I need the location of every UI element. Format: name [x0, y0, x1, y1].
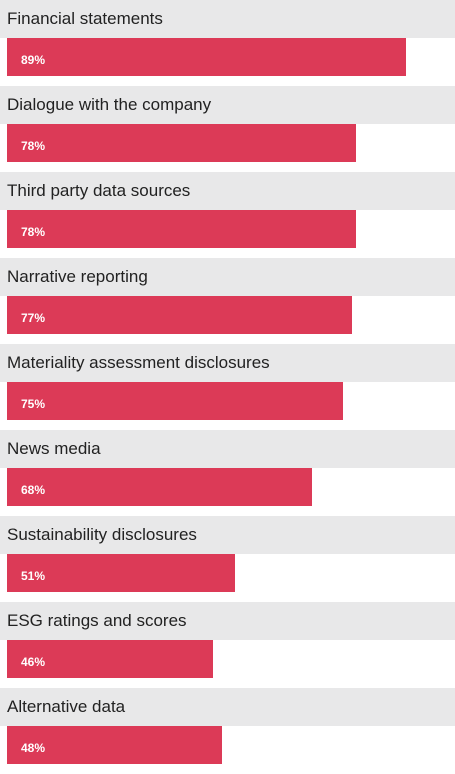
bar-track: 75% — [7, 382, 455, 422]
bar-value-label: 46% — [21, 655, 46, 669]
bar-value-label: 78% — [21, 225, 46, 239]
bar-track: 77% — [7, 296, 455, 336]
bar-value-label: 51% — [21, 569, 46, 583]
category-label: Sustainability disclosures — [7, 525, 197, 544]
category-label: ESG ratings and scores — [7, 611, 187, 630]
bar-track: 48% — [7, 726, 455, 766]
bar: 51% — [7, 554, 235, 592]
category-label: Materiality assessment disclosures — [7, 353, 270, 372]
category-label-band: Sustainability disclosures — [0, 516, 455, 554]
category-label-band: Materiality assessment disclosures — [0, 344, 455, 382]
chart-row: Alternative data 48% — [0, 688, 455, 774]
bar-track: 89% — [7, 38, 455, 78]
category-label: Dialogue with the company — [7, 95, 212, 114]
bar: 77% — [7, 296, 352, 334]
category-label-band: Financial statements — [0, 0, 455, 38]
bar-value-label: 77% — [21, 311, 46, 325]
category-label: News media — [7, 439, 101, 458]
bar: 78% — [7, 124, 356, 162]
chart-row: Financial statements 89% — [0, 0, 455, 86]
chart-row: Materiality assessment disclosures 75% — [0, 344, 455, 430]
bar: 68% — [7, 468, 312, 506]
bar-value-label: 48% — [21, 741, 46, 755]
category-label-band: Narrative reporting — [0, 258, 455, 296]
bar-track: 78% — [7, 210, 455, 250]
bar-value-label: 89% — [21, 53, 46, 67]
bar-value-label: 75% — [21, 397, 46, 411]
bar: 48% — [7, 726, 222, 764]
bar-value-label: 78% — [21, 139, 46, 153]
category-label-band: News media — [0, 430, 455, 468]
chart-row: Narrative reporting 77% — [0, 258, 455, 344]
bar-value-label: 68% — [21, 483, 46, 497]
chart-row: News media 68% — [0, 430, 455, 516]
chart-row: Dialogue with the company 78% — [0, 86, 455, 172]
chart-row: ESG ratings and scores 46% — [0, 602, 455, 688]
bar: 89% — [7, 38, 406, 76]
category-label: Alternative data — [7, 697, 126, 716]
category-label: Narrative reporting — [7, 267, 148, 286]
category-label-band: Dialogue with the company — [0, 86, 455, 124]
chart-row: Third party data sources 78% — [0, 172, 455, 258]
bar-track: 68% — [7, 468, 455, 508]
bar-track: 46% — [7, 640, 455, 680]
category-label-band: ESG ratings and scores — [0, 602, 455, 640]
category-label: Third party data sources — [7, 181, 191, 200]
category-label: Financial statements — [7, 9, 163, 28]
bar: 75% — [7, 382, 343, 420]
bar: 78% — [7, 210, 356, 248]
category-label-band: Alternative data — [0, 688, 455, 726]
bar: 46% — [7, 640, 213, 678]
bar-track: 78% — [7, 124, 455, 164]
bar-track: 51% — [7, 554, 455, 594]
chart-row: Sustainability disclosures 51% — [0, 516, 455, 602]
category-label-band: Third party data sources — [0, 172, 455, 210]
